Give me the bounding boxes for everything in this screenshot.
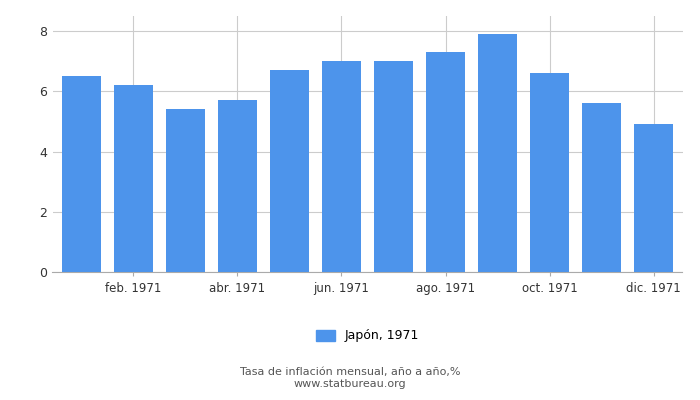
Bar bbox=[218, 100, 257, 272]
Bar bbox=[322, 61, 361, 272]
Bar bbox=[426, 52, 465, 272]
Bar bbox=[374, 61, 413, 272]
Bar bbox=[113, 85, 153, 272]
Bar bbox=[530, 73, 569, 272]
Bar bbox=[634, 124, 673, 272]
Bar bbox=[582, 103, 622, 272]
Bar bbox=[478, 34, 517, 272]
Text: Tasa de inflación mensual, año a año,%
www.statbureau.org: Tasa de inflación mensual, año a año,% w… bbox=[239, 367, 461, 389]
Bar bbox=[62, 76, 101, 272]
Legend: Japón, 1971: Japón, 1971 bbox=[316, 330, 419, 342]
Bar bbox=[166, 109, 205, 272]
Bar bbox=[270, 70, 309, 272]
